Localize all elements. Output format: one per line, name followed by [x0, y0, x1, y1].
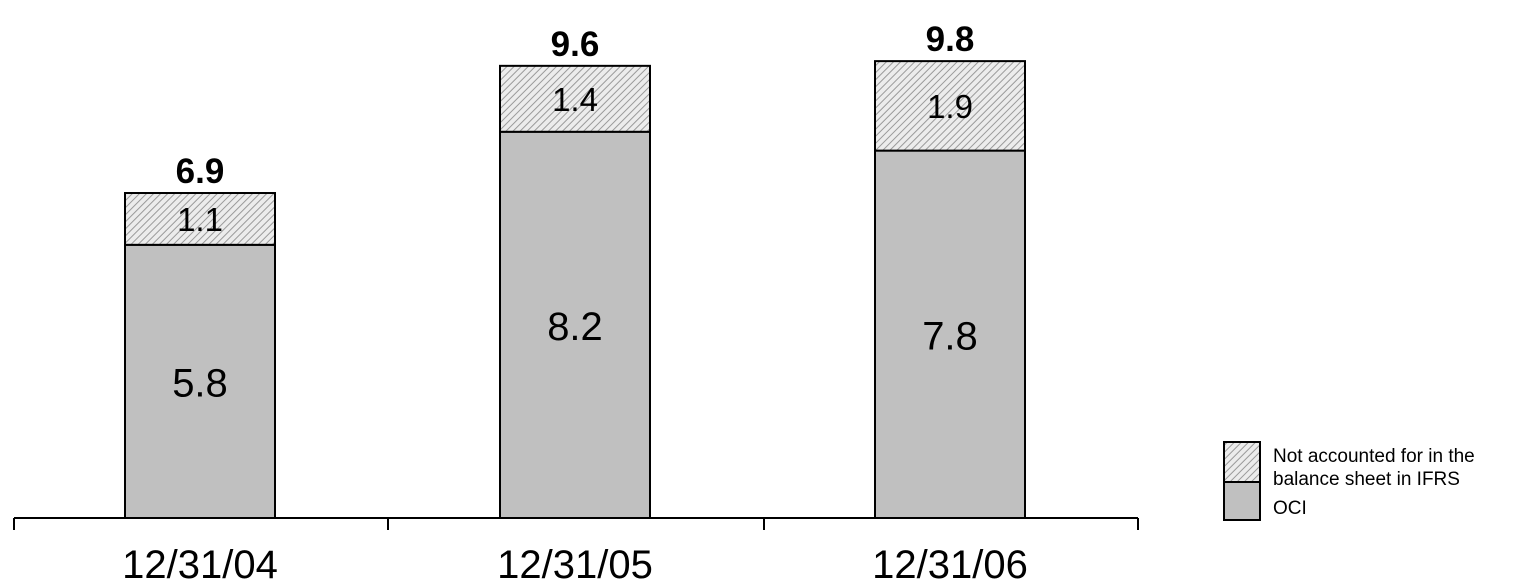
bar-not-accounted-2: [874, 60, 1026, 152]
x-tick-label: 12/31/05: [497, 543, 653, 587]
total-value-label: 9.8: [926, 20, 975, 59]
x-tick-label: 12/31/06: [872, 543, 1028, 587]
total-value-label: 6.9: [176, 152, 225, 191]
bars-group: 5.8 1.1 6.9 8.2 1.4 9.6 7.8 1.9 9.8: [124, 20, 1026, 519]
legend-swatch-oci: [1223, 481, 1261, 521]
not-accounted-value-label: 1.9: [927, 88, 973, 125]
x-axis: 12/31/04 12/31/05 12/31/06: [13, 517, 1139, 587]
oci-value-label: 5.8: [172, 361, 228, 405]
not-accounted-value-label: 1.1: [177, 201, 223, 238]
bar-not-accounted-0: [124, 192, 276, 246]
legend-label-oci: OCI: [1273, 498, 1307, 519]
total-value-label: 9.6: [551, 25, 600, 64]
bar-oci-2: [874, 149, 1026, 519]
legend-label-not-accounted-line2: balance sheet in IFRS: [1273, 469, 1460, 490]
not-accounted-value-label: 1.4: [552, 81, 598, 118]
bar-not-accounted-1: [499, 64, 651, 133]
bar-oci-0: [124, 243, 276, 519]
legend-swatch-not-accounted: [1223, 441, 1261, 483]
oci-value-label: 7.8: [922, 314, 978, 358]
x-tick-label: 12/31/04: [122, 543, 278, 587]
oci-value-label: 8.2: [547, 305, 603, 349]
legend-label-not-accounted-line1: Not accounted for in the: [1273, 446, 1475, 467]
